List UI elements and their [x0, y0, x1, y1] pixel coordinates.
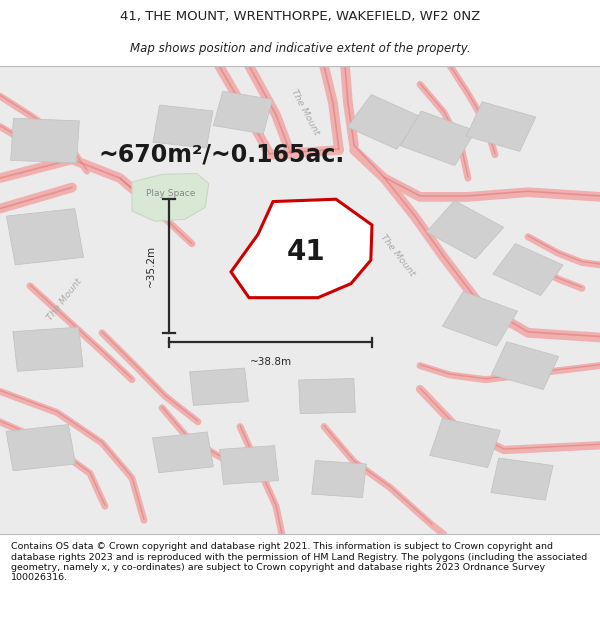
Polygon shape: [491, 458, 553, 500]
Polygon shape: [400, 111, 476, 166]
Text: Contains OS data © Crown copyright and database right 2021. This information is : Contains OS data © Crown copyright and d…: [11, 542, 587, 582]
Polygon shape: [132, 173, 209, 221]
Polygon shape: [347, 94, 421, 149]
Polygon shape: [493, 244, 563, 296]
Polygon shape: [13, 327, 83, 371]
Text: ~35.2m: ~35.2m: [146, 245, 156, 287]
Polygon shape: [231, 199, 372, 298]
Text: Map shows position and indicative extent of the property.: Map shows position and indicative extent…: [130, 42, 470, 54]
Polygon shape: [220, 446, 278, 484]
Polygon shape: [7, 209, 83, 265]
Polygon shape: [430, 418, 500, 468]
Polygon shape: [427, 201, 503, 259]
Text: ~38.8m: ~38.8m: [250, 357, 292, 367]
Polygon shape: [312, 461, 366, 498]
Polygon shape: [466, 102, 536, 151]
Polygon shape: [6, 424, 76, 471]
Polygon shape: [491, 342, 559, 389]
Polygon shape: [153, 105, 213, 148]
Polygon shape: [299, 379, 355, 414]
Text: Play Space: Play Space: [146, 189, 195, 198]
Text: ~670m²/~0.165ac.: ~670m²/~0.165ac.: [99, 142, 345, 167]
Polygon shape: [190, 368, 248, 406]
Text: 41, THE MOUNT, WRENTHORPE, WAKEFIELD, WF2 0NZ: 41, THE MOUNT, WRENTHORPE, WAKEFIELD, WF…: [120, 11, 480, 23]
Polygon shape: [152, 432, 214, 472]
Text: The Mount: The Mount: [378, 232, 416, 278]
Text: The Mount: The Mount: [46, 278, 84, 322]
Text: The Mount: The Mount: [289, 88, 320, 137]
Polygon shape: [214, 91, 272, 134]
Polygon shape: [11, 118, 79, 163]
Polygon shape: [442, 291, 518, 346]
Text: 41: 41: [287, 238, 326, 266]
